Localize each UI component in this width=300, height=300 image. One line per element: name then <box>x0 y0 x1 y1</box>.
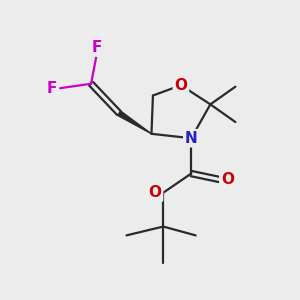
Text: O: O <box>221 172 234 187</box>
Text: O: O <box>174 78 188 93</box>
Text: F: F <box>92 40 102 55</box>
Text: N: N <box>185 131 198 146</box>
Polygon shape <box>118 111 152 134</box>
Text: F: F <box>47 81 57 96</box>
Text: O: O <box>148 185 161 200</box>
